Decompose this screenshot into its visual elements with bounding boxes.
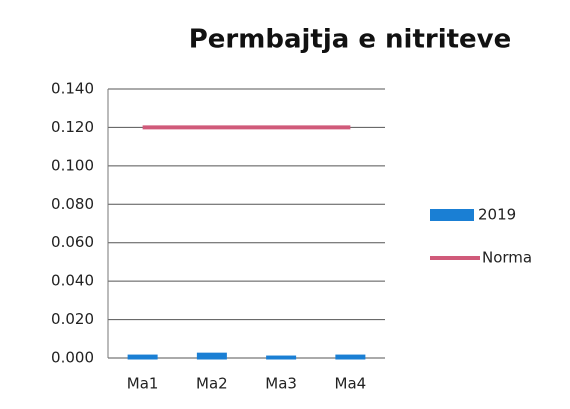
legend-swatch: [430, 209, 474, 221]
bar: [196, 352, 227, 360]
bar: [266, 355, 297, 360]
legend-label: 2019: [478, 206, 516, 224]
y-tick-label: 0.080: [51, 195, 94, 213]
y-tick-label: 0.140: [51, 80, 94, 98]
x-tick-label: Ma4: [335, 375, 367, 393]
y-tick-label: 0.120: [51, 118, 94, 136]
y-tick-label: 0.100: [51, 156, 94, 174]
y-tick-label: 0.000: [51, 349, 94, 367]
y-tick-label: 0.060: [51, 233, 94, 251]
chart-title: Permbajtja e nitriteve: [189, 25, 512, 55]
x-tick-label: Ma2: [196, 375, 228, 393]
bar: [335, 354, 366, 360]
bar: [127, 354, 158, 360]
x-tick-label: Ma3: [265, 375, 297, 393]
x-tick-label: Ma1: [127, 375, 159, 393]
y-tick-label: 0.020: [51, 310, 94, 328]
y-tick-label: 0.040: [51, 272, 94, 290]
legend-label: Norma: [482, 249, 532, 267]
